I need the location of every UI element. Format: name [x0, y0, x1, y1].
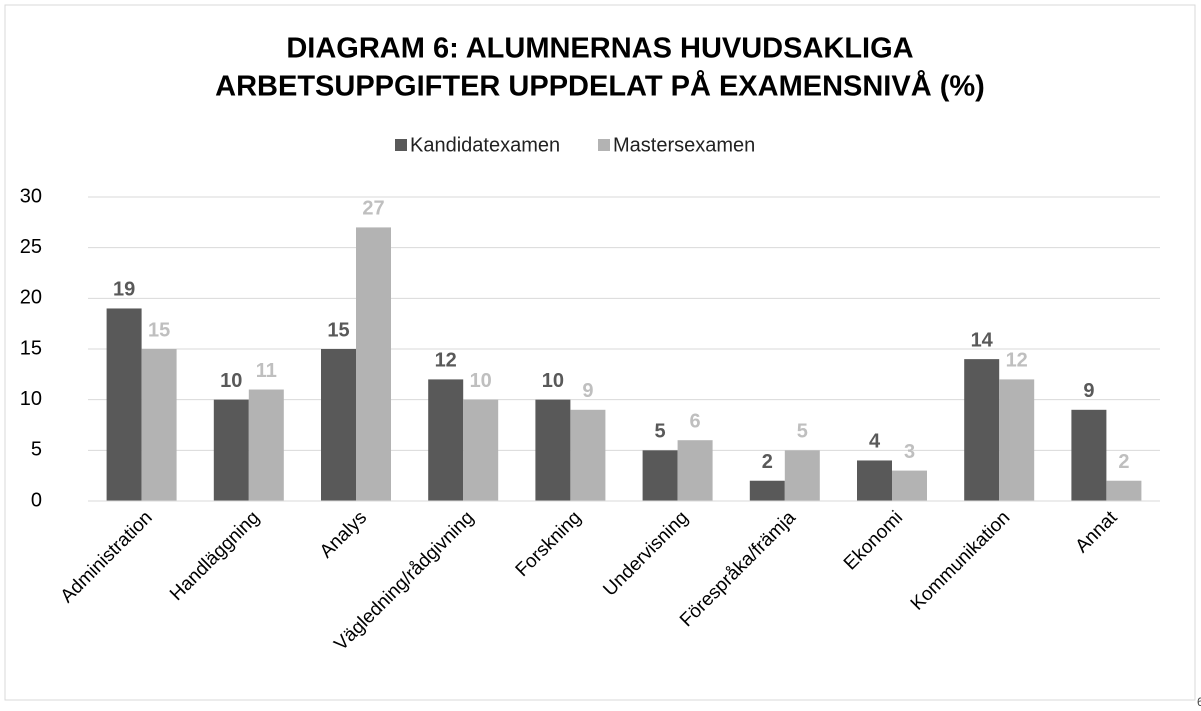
data-label: 9 [582, 380, 593, 402]
bar [749, 480, 785, 501]
chart-title: DIAGRAM 6: ALUMNERNAS HUVUDSAKLIGA [286, 33, 913, 65]
legend-swatch [395, 139, 407, 151]
bar [999, 379, 1035, 501]
legend-swatch [598, 139, 610, 151]
data-label: 9 [1083, 380, 1094, 402]
bar [213, 399, 249, 501]
data-label: 19 [113, 279, 135, 301]
bar [677, 440, 713, 501]
bar [321, 349, 356, 501]
data-label: 3 [904, 441, 915, 463]
data-label: 10 [470, 370, 492, 392]
bar [570, 409, 606, 501]
y-tick-label: 5 [31, 439, 42, 461]
y-tick-label: 10 [20, 388, 42, 410]
data-label: 5 [797, 421, 808, 443]
bar [428, 379, 464, 501]
bar [892, 470, 927, 501]
page-number: 6 [1197, 695, 1201, 709]
data-label: 15 [327, 319, 349, 341]
legend-label: Kandidatexamen [410, 134, 560, 156]
data-label: 12 [435, 350, 457, 372]
y-tick-label: 30 [20, 185, 42, 207]
data-label: 2 [762, 451, 773, 473]
data-label: 15 [148, 319, 170, 341]
y-tick-label: 25 [20, 236, 42, 258]
bar [141, 349, 177, 501]
y-tick-label: 0 [31, 489, 42, 511]
data-label: 14 [971, 329, 994, 351]
y-tick-label: 15 [20, 337, 42, 359]
legend-label: Mastersexamen [613, 134, 755, 156]
bar [857, 460, 892, 501]
data-label: 10 [220, 370, 242, 392]
bar [784, 450, 820, 501]
data-label: 4 [869, 431, 881, 453]
bar [356, 227, 391, 501]
chart-title: ARBETSUPPGIFTER UPPDELAT PÅ EXAMENSNIVÅ … [215, 70, 985, 103]
data-label: 10 [542, 370, 564, 392]
bar [463, 399, 499, 501]
data-label: 5 [655, 421, 666, 443]
data-label: 27 [362, 198, 384, 220]
bar [106, 308, 142, 501]
data-label: 11 [256, 360, 277, 382]
bar [964, 359, 1000, 501]
bar [642, 450, 678, 501]
bar [248, 389, 284, 501]
data-label: 6 [690, 410, 701, 432]
bar [535, 399, 571, 501]
chart-border [4, 4, 1196, 701]
data-label: 2 [1118, 451, 1129, 473]
bar [1071, 409, 1107, 501]
data-label: 12 [1006, 350, 1028, 372]
bar [1106, 480, 1142, 501]
y-tick-label: 20 [20, 287, 42, 309]
